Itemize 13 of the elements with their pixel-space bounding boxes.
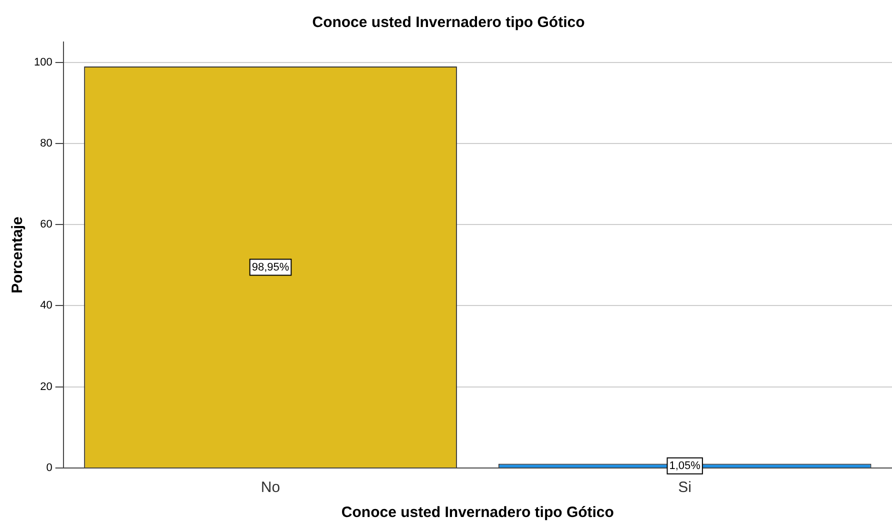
y-tick-label: 40: [40, 300, 52, 312]
x-tick-label: No: [260, 479, 280, 496]
data-label: 98,95%: [252, 261, 290, 274]
y-tick-label: 80: [40, 137, 52, 150]
y-tick-label: 0: [46, 462, 52, 474]
x-tick-label: Si: [678, 479, 692, 496]
y-tick-label: 100: [34, 56, 52, 68]
chart-title: Conoce usted Invernadero tipo Gótico: [312, 14, 585, 32]
y-axis-title: Porcentaje: [9, 216, 26, 294]
y-tick-label: 60: [40, 218, 52, 231]
y-tick-label: 20: [40, 380, 52, 393]
x-axis-title: Conoce usted Invernadero tipo Gótico: [341, 504, 614, 522]
data-label: 1,05%: [669, 460, 701, 472]
